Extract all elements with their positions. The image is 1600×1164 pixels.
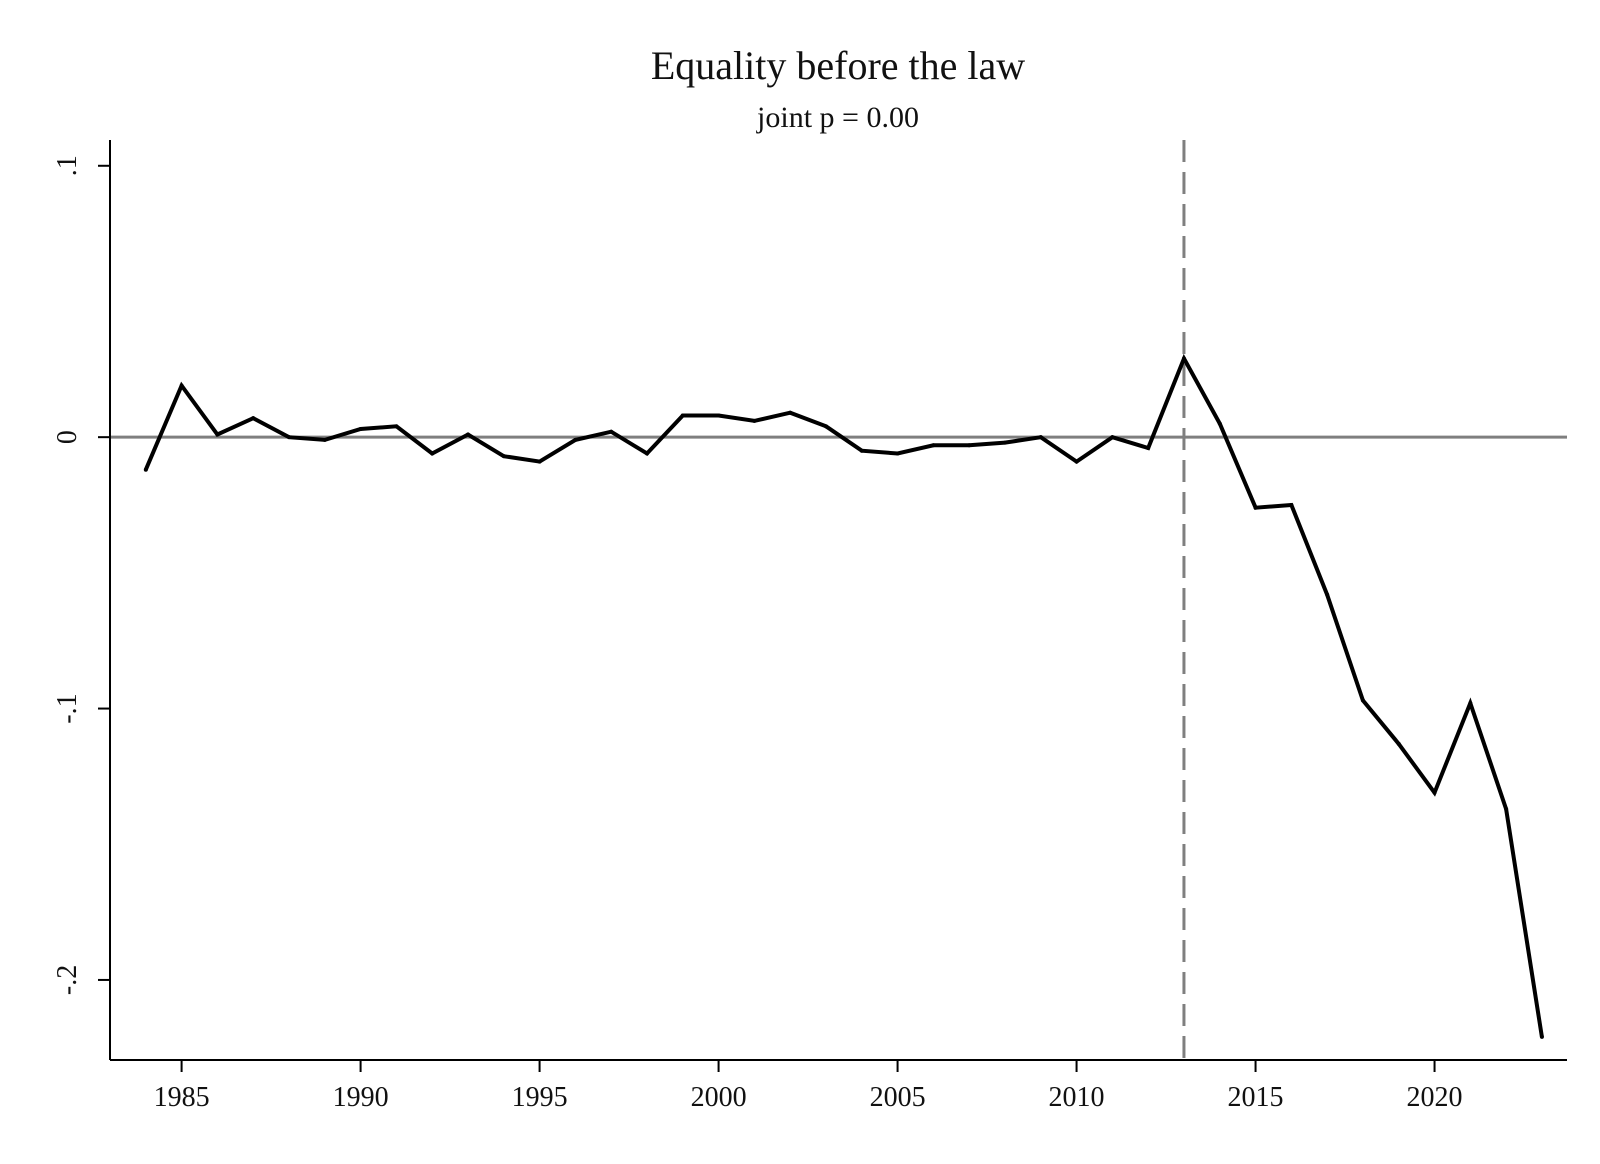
data-point	[859, 448, 864, 453]
data-point	[716, 413, 721, 418]
data-point	[931, 443, 936, 448]
data-point	[788, 410, 793, 415]
y-tick-label: -.1	[52, 693, 83, 723]
data-point	[1074, 459, 1079, 464]
data-point	[823, 424, 828, 429]
data-point	[1432, 790, 1437, 795]
data-point	[358, 427, 363, 432]
data-point	[430, 451, 435, 456]
y-axis-ticks: .1 0 -.1 -.2	[52, 155, 110, 995]
data-point	[573, 437, 578, 442]
data-point	[394, 424, 399, 429]
chart-subtitle: joint p = 0.00	[756, 101, 919, 134]
data-point	[752, 418, 757, 423]
data-point	[215, 432, 220, 437]
data-point	[967, 443, 972, 448]
data-point	[1468, 701, 1473, 706]
data-point	[286, 435, 291, 440]
data-point	[680, 413, 685, 418]
data-point	[1539, 1034, 1544, 1039]
data-point	[1002, 440, 1007, 445]
data-point	[537, 459, 542, 464]
chart-title: Equality before the law	[651, 43, 1025, 88]
data-point	[1146, 446, 1151, 451]
data-point	[501, 454, 506, 459]
x-tick-label: 2000	[691, 1082, 747, 1113]
x-tick-label: 2010	[1049, 1082, 1105, 1113]
data-point	[1217, 421, 1222, 426]
data-point	[1360, 698, 1365, 703]
x-tick-label: 1995	[512, 1082, 568, 1113]
x-tick-label: 2015	[1228, 1082, 1284, 1113]
x-tick-label: 2005	[870, 1082, 926, 1113]
data-point	[143, 467, 148, 472]
y-tick-label: 0	[52, 430, 83, 444]
data-point	[179, 383, 184, 388]
x-tick-label: 2020	[1407, 1082, 1463, 1113]
x-tick-label: 1985	[154, 1082, 210, 1113]
data-point	[1289, 503, 1294, 508]
data-point	[1110, 435, 1115, 440]
axes	[109, 140, 1567, 1061]
y-tick-label: -.2	[52, 965, 83, 995]
x-axis-ticks: 1985 1990 1995 2000 2005 2010 2015 2020	[154, 1060, 1463, 1113]
y-tick-label: .1	[52, 155, 83, 176]
data-point	[1396, 741, 1401, 746]
data-point	[322, 437, 327, 442]
data-point	[465, 432, 470, 437]
data-point	[1181, 356, 1186, 361]
data-point	[1253, 505, 1258, 510]
data-point	[609, 429, 614, 434]
data-point	[251, 416, 256, 421]
data-point	[644, 451, 649, 456]
x-tick-label: 1990	[333, 1082, 389, 1113]
data-point	[895, 451, 900, 456]
series-line	[143, 353, 1544, 1038]
reference-lines	[110, 140, 1567, 1060]
data-point	[1504, 806, 1509, 811]
data-point	[1038, 435, 1043, 440]
data-point	[1325, 592, 1330, 597]
series-layer	[143, 353, 1544, 1039]
